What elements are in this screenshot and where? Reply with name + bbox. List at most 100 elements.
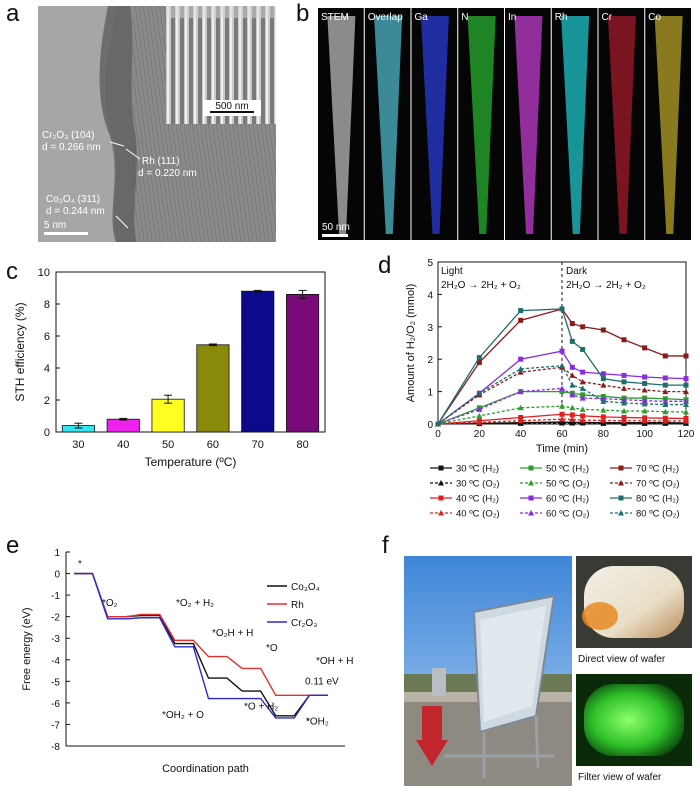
- d-point: [559, 403, 565, 409]
- d-point: [579, 395, 586, 401]
- d-xtick-label: 0: [435, 429, 441, 440]
- d-xtick-label: 120: [678, 429, 695, 440]
- d-xtick-label: 20: [474, 429, 486, 440]
- e-series-0: [74, 572, 328, 717]
- d-point: [621, 337, 627, 343]
- filter-view-photo: [576, 674, 692, 766]
- d-point: [518, 317, 524, 323]
- inset-scale-label: 500 nm: [215, 101, 248, 112]
- d-legend-label: 80 ºC (H₂): [636, 494, 679, 505]
- d-legend-label: 50 ºC (O₂): [546, 479, 590, 490]
- panel-e-chart: 1 0 -1 -2 -3 -4 -5 -6 -7 -8 Co₃O₄ Rh Cr₂O₃ * *O₂ *O₂ + …: [21, 548, 354, 775]
- d-point: [642, 345, 648, 351]
- ann-cr2o3-l2: d = 0.266 nm: [42, 142, 101, 153]
- d-ytick-label: 1: [427, 388, 433, 399]
- d-point: [600, 414, 606, 420]
- c-xtick-label: 50: [162, 439, 174, 451]
- d-point: [476, 406, 483, 412]
- panel-d-chart: 0 1 2 3 4 5 0 20 40 60 80 100 120 Light 2H₂O → 2H₂ + O…: [405, 258, 695, 455]
- eds-wire-in: [514, 16, 543, 234]
- d-xtick-label: 80: [598, 429, 610, 440]
- c-bar-50: [151, 398, 185, 433]
- cocatalyst-layer: [99, 6, 137, 242]
- inset-scale-bar: [210, 111, 254, 113]
- ann-co3o4-arrow: [115, 215, 129, 229]
- d-legend-label: 40 ºC (H₂): [456, 494, 499, 505]
- d-legend-label: 60 ºC (H₂): [546, 494, 589, 505]
- ann-co3o4-l2: d = 0.244 nm: [46, 206, 105, 217]
- d-point: [580, 324, 586, 330]
- e-ytick-label: -7: [51, 720, 60, 731]
- d-point: [641, 386, 648, 393]
- d-point: [579, 417, 586, 423]
- panel-label-f: f: [382, 532, 389, 559]
- c-ytick-label: 0: [44, 427, 50, 439]
- d-point: [517, 369, 524, 375]
- c-ytick-label: 8: [44, 299, 50, 311]
- d-legend-label: 70 ºC (O₂): [636, 479, 680, 490]
- d-point: [579, 420, 586, 426]
- panel-label-a: a: [6, 0, 20, 27]
- d-point: [600, 398, 607, 404]
- e-series-1: [74, 572, 328, 697]
- d-dark-label: Dark: [566, 266, 588, 277]
- d-point: [559, 362, 565, 369]
- panel-label-b: b: [296, 0, 310, 27]
- d-point: [518, 356, 524, 362]
- d-point: [683, 388, 689, 395]
- d-point: [559, 411, 565, 417]
- e-state-label: *: [306, 716, 310, 727]
- ann-co3o4-l1: Co₃O₄ (311): [46, 194, 100, 205]
- e-ytick-label: -1: [51, 591, 60, 602]
- e-state-label: *OH + H: [316, 656, 354, 667]
- filter-view-caption: Filter view of wafer: [578, 772, 662, 783]
- panel-d-legend: 30 ºC (H₂) 30 ºC (O₂) 40 ºC (H₂) 40 ºC (O₂)…: [430, 464, 680, 520]
- d-point: [517, 417, 524, 424]
- d-point: [569, 321, 575, 327]
- d-point: [435, 421, 441, 427]
- d-point: [580, 369, 586, 375]
- d-ytick-label: 5: [427, 258, 433, 269]
- d-point: [621, 399, 627, 406]
- d-point: [517, 404, 524, 411]
- e-annotation: 0.11 eV: [305, 677, 339, 688]
- d-legend-marker: [438, 480, 444, 486]
- d-legend-label: 40 ºC (O₂): [456, 509, 500, 520]
- ann-cr2o3-l1: Cr₂O₃ (104): [42, 130, 94, 141]
- panel-label-c: c: [6, 258, 18, 285]
- d-dark-reaction: 2H₂O → 2H₂ + O₂: [566, 280, 646, 291]
- d-legend-marker: [618, 465, 624, 471]
- d-legend-marker: [438, 465, 444, 471]
- c-bar-40: [106, 418, 140, 433]
- d-point: [569, 412, 575, 418]
- eds-label-n: N: [461, 12, 468, 23]
- e-ytick-label: -2: [51, 613, 60, 624]
- d-point: [600, 382, 607, 388]
- d-point: [662, 388, 669, 395]
- c-ytick-label: 4: [44, 363, 50, 375]
- eds-wire-rh: [561, 16, 590, 234]
- d-light-reaction: 2H₂O → 2H₂ + O₂: [441, 280, 521, 291]
- e-ytick-label: -4: [51, 656, 60, 667]
- d-point: [683, 376, 689, 382]
- eds-label-co: Co: [648, 12, 661, 23]
- d-point: [517, 365, 524, 372]
- e-ytick-label: -6: [51, 699, 60, 710]
- eds-wire-cr: [607, 16, 636, 234]
- d-legend-marker: [438, 510, 444, 516]
- e-series-2: [74, 572, 328, 719]
- d-legend-label: 60 ºC (O₂): [546, 509, 590, 520]
- d-point: [662, 353, 668, 359]
- d-point: [600, 327, 606, 333]
- d-point: [662, 401, 669, 408]
- rooftop-photo: [404, 556, 572, 786]
- d-legend-marker: [438, 495, 444, 501]
- d-point: [642, 381, 648, 386]
- d-point: [683, 418, 689, 424]
- d-point: [600, 376, 606, 382]
- d-point: [476, 390, 483, 396]
- c-bar-60: [196, 344, 230, 433]
- e-state-label: *O₂H + H: [212, 628, 253, 639]
- d-point: [569, 382, 576, 388]
- e-legend-label: Co₃O₄: [291, 582, 320, 593]
